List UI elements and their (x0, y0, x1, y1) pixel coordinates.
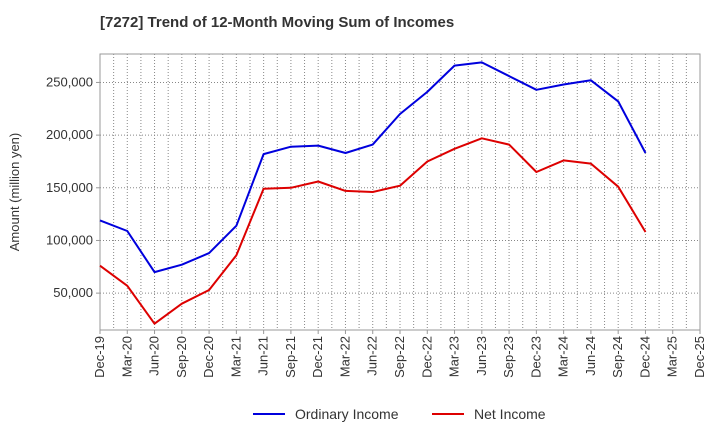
legend-label: Ordinary Income (295, 406, 399, 422)
x-tick-label: Dec-21 (310, 336, 325, 378)
y-axis-ticks: 50,000 100,000 150,000 200,000 250,000 (46, 74, 100, 300)
y-tick-label: 250,000 (46, 74, 93, 89)
chart-title: [7272] Trend of 12-Month Moving Sum of I… (100, 14, 455, 31)
x-tick-label: Dec-25 (692, 336, 707, 378)
y-tick-label: 50,000 (53, 285, 93, 300)
y-tick-label: 200,000 (46, 127, 93, 142)
series-line-net-income (99, 137, 647, 325)
x-tick-label: Mar-21 (228, 336, 243, 377)
y-axis-label: Amount (million yen) (7, 133, 22, 252)
y-tick-label: 150,000 (46, 180, 93, 195)
x-tick-label: Dec-23 (528, 336, 543, 378)
x-tick-label: Dec-20 (201, 336, 216, 378)
x-tick-label: Mar-20 (119, 336, 134, 377)
x-axis-ticks: Dec-19 Mar-20 Jun-20 Sep-20 Dec-20 Mar-21 Jun-… (92, 330, 707, 378)
x-tick-label: Sep-21 (283, 336, 298, 378)
x-tick-label: Jun-20 (147, 336, 162, 376)
x-tick-label: Jun-22 (365, 336, 380, 376)
legend-label: Net Income (474, 406, 546, 422)
x-tick-label: Dec-24 (637, 336, 652, 378)
x-tick-label: Jun-24 (583, 336, 598, 376)
series-line-ordinary-income (99, 61, 647, 274)
x-tick-label: Sep-24 (610, 336, 625, 378)
x-tick-label: Sep-23 (501, 336, 516, 378)
x-tick-label: Mar-23 (447, 336, 462, 377)
x-tick-label: Jun-23 (474, 336, 489, 376)
x-tick-label: Mar-22 (337, 336, 352, 377)
x-tick-label: Sep-20 (174, 336, 189, 378)
series-lines (99, 61, 647, 325)
x-tick-label: Dec-22 (419, 336, 434, 378)
x-tick-label: Dec-19 (92, 336, 107, 378)
x-tick-label: Mar-25 (665, 336, 680, 377)
x-tick-label: Mar-24 (556, 336, 571, 377)
x-tick-label: Jun-21 (256, 336, 271, 376)
y-tick-label: 100,000 (46, 232, 93, 247)
x-tick-label: Sep-22 (392, 336, 407, 378)
grid (100, 54, 700, 330)
legend: Ordinary Income Net Income (253, 406, 546, 422)
